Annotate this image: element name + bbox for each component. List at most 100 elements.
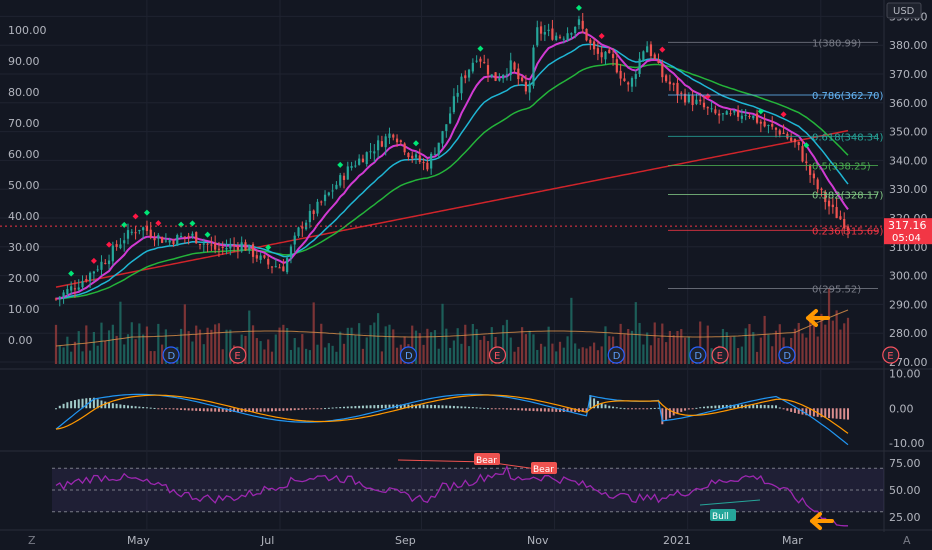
right-axis-tick-label: 360.00 bbox=[889, 97, 928, 110]
volume-bar bbox=[634, 302, 637, 364]
volume-bar bbox=[229, 329, 232, 364]
macd-histogram-bar bbox=[327, 407, 330, 409]
volume-bar bbox=[748, 324, 751, 364]
macd-histogram-bar bbox=[278, 408, 281, 412]
candle-body bbox=[562, 38, 565, 40]
macd-histogram-bar bbox=[377, 404, 380, 409]
right-axis-tick-label: 350.00 bbox=[889, 126, 928, 139]
candle-body bbox=[653, 54, 656, 59]
candle-body bbox=[119, 244, 122, 249]
event-marker-label: E bbox=[494, 351, 500, 362]
macd-axis-tick-label: 10.00 bbox=[889, 367, 921, 380]
candle-body bbox=[187, 235, 190, 237]
volume-ma-line bbox=[55, 309, 849, 347]
volume-bar bbox=[441, 303, 444, 364]
candle-body bbox=[691, 95, 694, 106]
macd-histogram-bar bbox=[282, 408, 285, 411]
candle-body bbox=[248, 244, 251, 251]
macd-histogram-bar bbox=[680, 408, 683, 412]
volume-bar bbox=[820, 313, 823, 364]
candle-body bbox=[778, 130, 781, 135]
dividend-marker bbox=[607, 346, 625, 364]
macd-histogram-bar bbox=[259, 408, 262, 412]
volume-bar bbox=[774, 330, 778, 364]
volume-bar bbox=[433, 330, 437, 364]
candle-body bbox=[286, 257, 289, 273]
left-axis-tick-label: 10.00 bbox=[8, 303, 40, 316]
event-marker-label: E bbox=[234, 351, 240, 362]
macd-histogram-bar bbox=[142, 406, 145, 409]
macd-histogram-bar bbox=[559, 408, 561, 412]
volume-bar bbox=[581, 347, 584, 364]
left-axis-tick-label: 60.00 bbox=[8, 148, 40, 161]
macd-histogram-bar bbox=[403, 404, 406, 409]
macd-histogram-bar bbox=[509, 408, 512, 410]
macd-histogram-bar bbox=[513, 408, 516, 411]
volume-bar bbox=[73, 341, 77, 364]
macd-histogram-bar bbox=[202, 408, 205, 412]
buy-signal-diamond bbox=[757, 108, 764, 115]
volume-bar bbox=[430, 332, 433, 364]
macd-histogram-bar bbox=[619, 407, 622, 409]
volume-bar bbox=[513, 351, 516, 364]
candle-body bbox=[293, 235, 296, 245]
macd-histogram-bar bbox=[191, 408, 194, 411]
volume-bar bbox=[805, 337, 808, 364]
volume-bar bbox=[77, 331, 80, 364]
buy-signal-diamond bbox=[143, 209, 150, 216]
candle-body bbox=[820, 188, 823, 191]
candle-body bbox=[676, 82, 679, 95]
volume-bar bbox=[771, 346, 774, 364]
macd-histogram-bar bbox=[441, 405, 444, 409]
volume-bar bbox=[422, 344, 425, 364]
macd-histogram-bar bbox=[843, 408, 846, 420]
sell-signal-diamond bbox=[106, 241, 113, 248]
volume-bar bbox=[558, 341, 562, 364]
macd-histogram-bar bbox=[77, 399, 80, 409]
right-axis-tick-label: 370.00 bbox=[889, 68, 928, 81]
right-axis-tick-label: 290.00 bbox=[889, 298, 928, 311]
volume-bar bbox=[596, 350, 599, 364]
volume-bar bbox=[843, 323, 846, 364]
candle-body bbox=[331, 190, 334, 192]
volume-bar bbox=[710, 348, 713, 364]
candle-body bbox=[687, 94, 690, 103]
candle-body bbox=[721, 113, 725, 115]
macd-histogram-bar bbox=[839, 408, 842, 420]
macd-histogram-bar bbox=[721, 405, 724, 409]
rsi-axis-tick-label: 75.00 bbox=[889, 457, 921, 470]
volume-bar bbox=[157, 323, 160, 364]
candle-body bbox=[312, 210, 315, 215]
volume-bar bbox=[683, 337, 687, 364]
macd-histogram-bar bbox=[828, 408, 831, 419]
macd-histogram-bar bbox=[346, 406, 349, 409]
macd-histogram-bar bbox=[58, 405, 61, 409]
candle-body bbox=[308, 210, 311, 223]
volume-bar bbox=[96, 345, 99, 364]
macd-histogram-bar bbox=[73, 400, 76, 409]
macd-histogram-bar bbox=[475, 407, 478, 409]
macd-histogram-bar bbox=[240, 408, 243, 413]
candle-body bbox=[259, 255, 262, 260]
volume-bar bbox=[342, 343, 346, 364]
volume-bar bbox=[418, 333, 421, 364]
macd-histogram-bar bbox=[642, 408, 645, 410]
candle-body bbox=[638, 58, 641, 74]
candle-body bbox=[77, 287, 80, 290]
macd-histogram-bar bbox=[483, 407, 486, 409]
candle-body bbox=[225, 247, 228, 250]
candle-body bbox=[358, 158, 361, 165]
macd-histogram-bar bbox=[540, 408, 543, 412]
volume-bar bbox=[517, 346, 520, 364]
candle-body bbox=[521, 77, 524, 81]
volume-bar bbox=[521, 327, 524, 364]
macd-histogram-bar bbox=[468, 406, 471, 409]
candle-body bbox=[558, 36, 562, 38]
ema-fast-line bbox=[55, 31, 849, 300]
macd-histogram-bar bbox=[127, 405, 129, 409]
left-axis-tick-label: 20.00 bbox=[8, 272, 40, 285]
volume-bar bbox=[274, 334, 277, 364]
macd-histogram-bar bbox=[361, 405, 364, 409]
buy-signal-diamond bbox=[189, 220, 196, 227]
macd-histogram-bar bbox=[210, 408, 213, 412]
